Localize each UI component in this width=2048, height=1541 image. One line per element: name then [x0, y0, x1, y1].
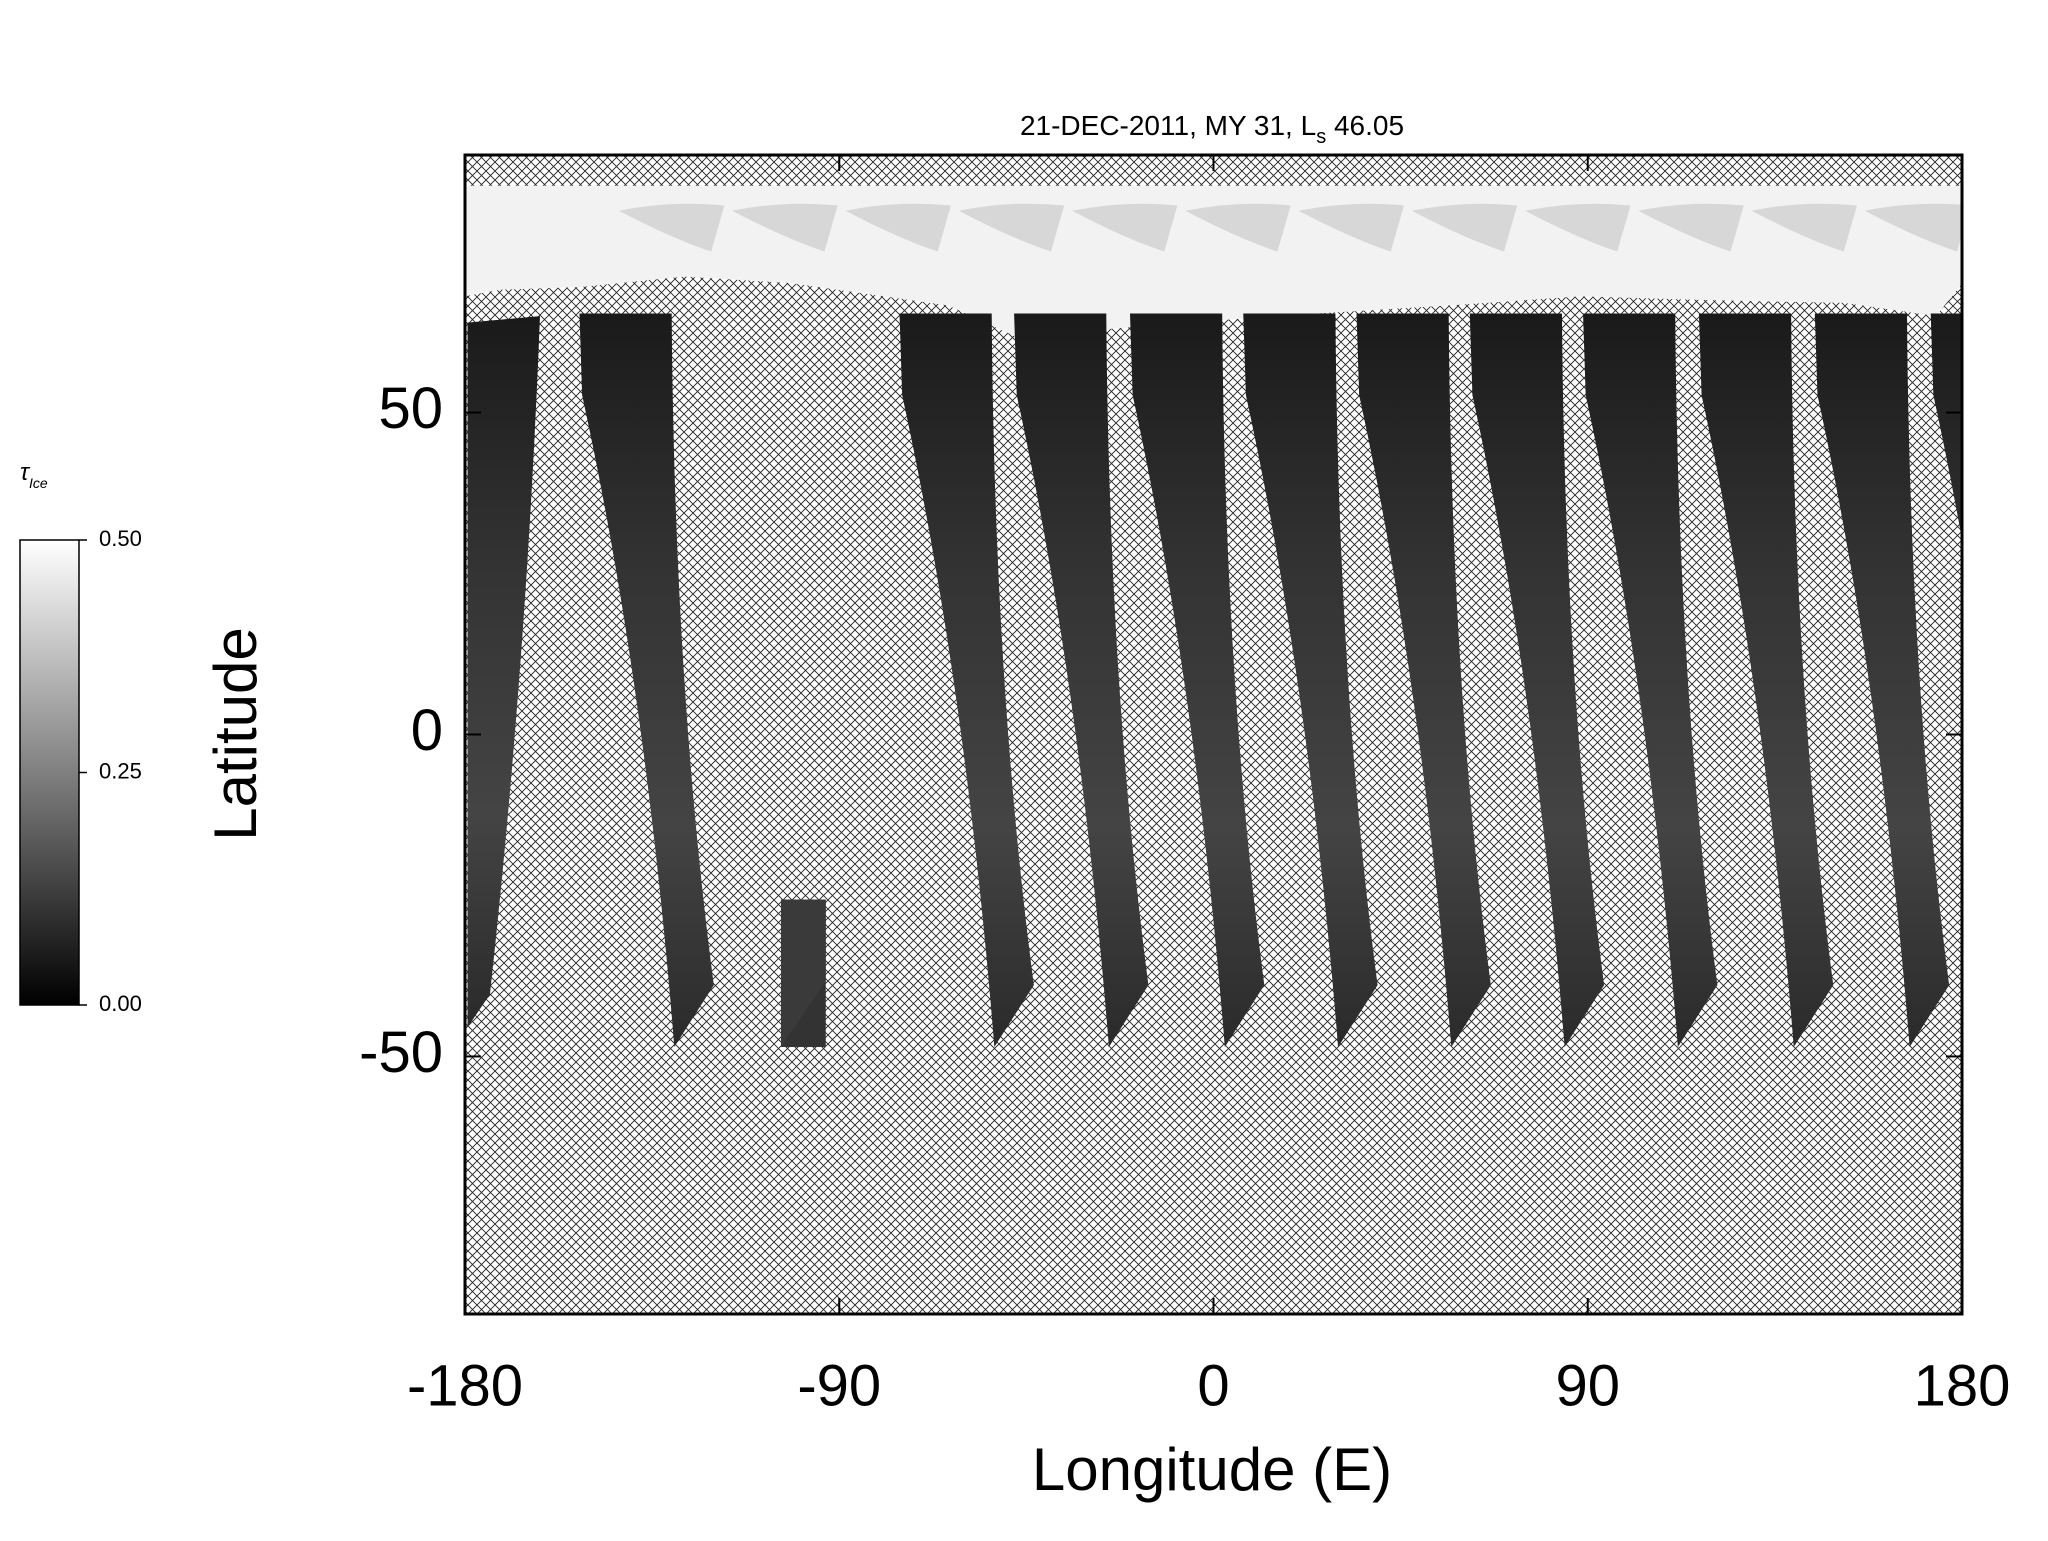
x-tick-label: 90: [1555, 1353, 1620, 1418]
colorbar: [19, 539, 80, 1006]
swath: [1356, 313, 1491, 1048]
colorbar-tick-label: 0.25: [99, 758, 142, 783]
y-tick-label: -50: [359, 1020, 443, 1085]
y-axis-title: Latitude: [202, 627, 269, 841]
cap-streak: [1638, 203, 1744, 252]
swath: [1698, 313, 1834, 1048]
colorbar-tick-label: 0.00: [99, 991, 142, 1016]
y-tick-label: 50: [378, 376, 443, 441]
swath: [1129, 313, 1265, 1048]
title-subscript: s: [1316, 126, 1326, 148]
cap-streak: [1298, 203, 1404, 252]
cap-streak: [618, 203, 725, 252]
cap-streak: [1072, 203, 1178, 252]
cap-streak: [958, 203, 1065, 252]
swath: [579, 313, 714, 1048]
cap-streak: [1411, 203, 1518, 252]
chart-title: 21-DEC-2011, MY 31, Ls 46.05: [1020, 110, 1404, 148]
swath: [1014, 313, 1149, 1048]
swath: [1583, 313, 1718, 1048]
cap-streak: [1185, 203, 1291, 252]
cap-streak: [732, 203, 838, 252]
colorbar-label-main: τ: [20, 459, 31, 486]
swath: [899, 313, 1034, 1048]
x-tick-label: 180: [1914, 1353, 2011, 1418]
swath: [1814, 313, 1950, 1048]
colorbar-tick-label: 0.50: [99, 526, 142, 551]
x-tick-label: -90: [797, 1353, 881, 1418]
swath-layer: [465, 185, 1962, 1048]
swath: [1243, 313, 1378, 1048]
title-main: 21-DEC-2011, MY 31, L: [1020, 110, 1316, 141]
map-image: [465, 155, 1962, 1314]
colorbar-label-subscript: Ice: [29, 475, 48, 491]
x-axis-title: Longitude (E): [1032, 1436, 1392, 1503]
colorbar-label: τIce: [20, 459, 48, 490]
x-tick-label: -180: [407, 1353, 523, 1418]
swath: [467, 316, 540, 1028]
swath-fragment: [780, 899, 826, 1048]
cap-streak: [1525, 203, 1631, 252]
title-suffix: 46.05: [1326, 110, 1404, 141]
cap-streak: [1751, 203, 1857, 252]
x-tick-label: 0: [1197, 1353, 1229, 1418]
swath: [1930, 313, 1962, 540]
cap-streak: [1864, 203, 1962, 252]
cap-streak: [845, 203, 951, 252]
y-tick-label: 0: [411, 698, 443, 763]
swath: [1469, 313, 1605, 1048]
